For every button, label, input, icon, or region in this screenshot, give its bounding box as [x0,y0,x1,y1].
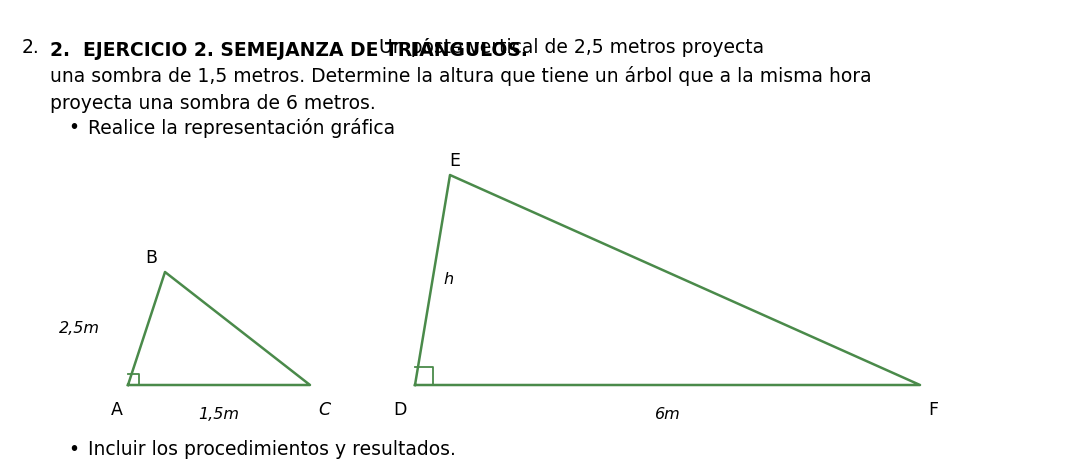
Text: Realice la representación gráfica: Realice la representación gráfica [87,118,395,138]
Text: 2,5m: 2,5m [59,321,100,336]
Text: •: • [68,118,79,137]
Text: •: • [68,440,79,459]
Text: 2.  EJERCICIO 2. SEMEJANZA DE TRIÁNGULOS.: 2. EJERCICIO 2. SEMEJANZA DE TRIÁNGULOS. [50,38,528,60]
Text: Incluir los procedimientos y resultados.: Incluir los procedimientos y resultados. [87,440,456,459]
Text: una sombra de 1,5 metros. Determine la altura que tiene un árbol que a la misma : una sombra de 1,5 metros. Determine la a… [50,66,872,86]
Text: D: D [393,401,407,419]
Text: proyecta una sombra de 6 metros.: proyecta una sombra de 6 metros. [50,94,376,113]
Text: C: C [318,401,330,419]
Text: B: B [145,249,157,267]
Text: h: h [443,273,454,287]
Text: 6m: 6m [654,407,680,422]
Text: F: F [928,401,939,419]
Text: E: E [449,152,460,170]
Text: Un poste vertical de 2,5 metros proyecta: Un poste vertical de 2,5 metros proyecta [373,38,765,57]
Text: 2.: 2. [22,38,40,57]
Text: 1,5m: 1,5m [199,407,240,422]
Text: A: A [111,401,123,419]
